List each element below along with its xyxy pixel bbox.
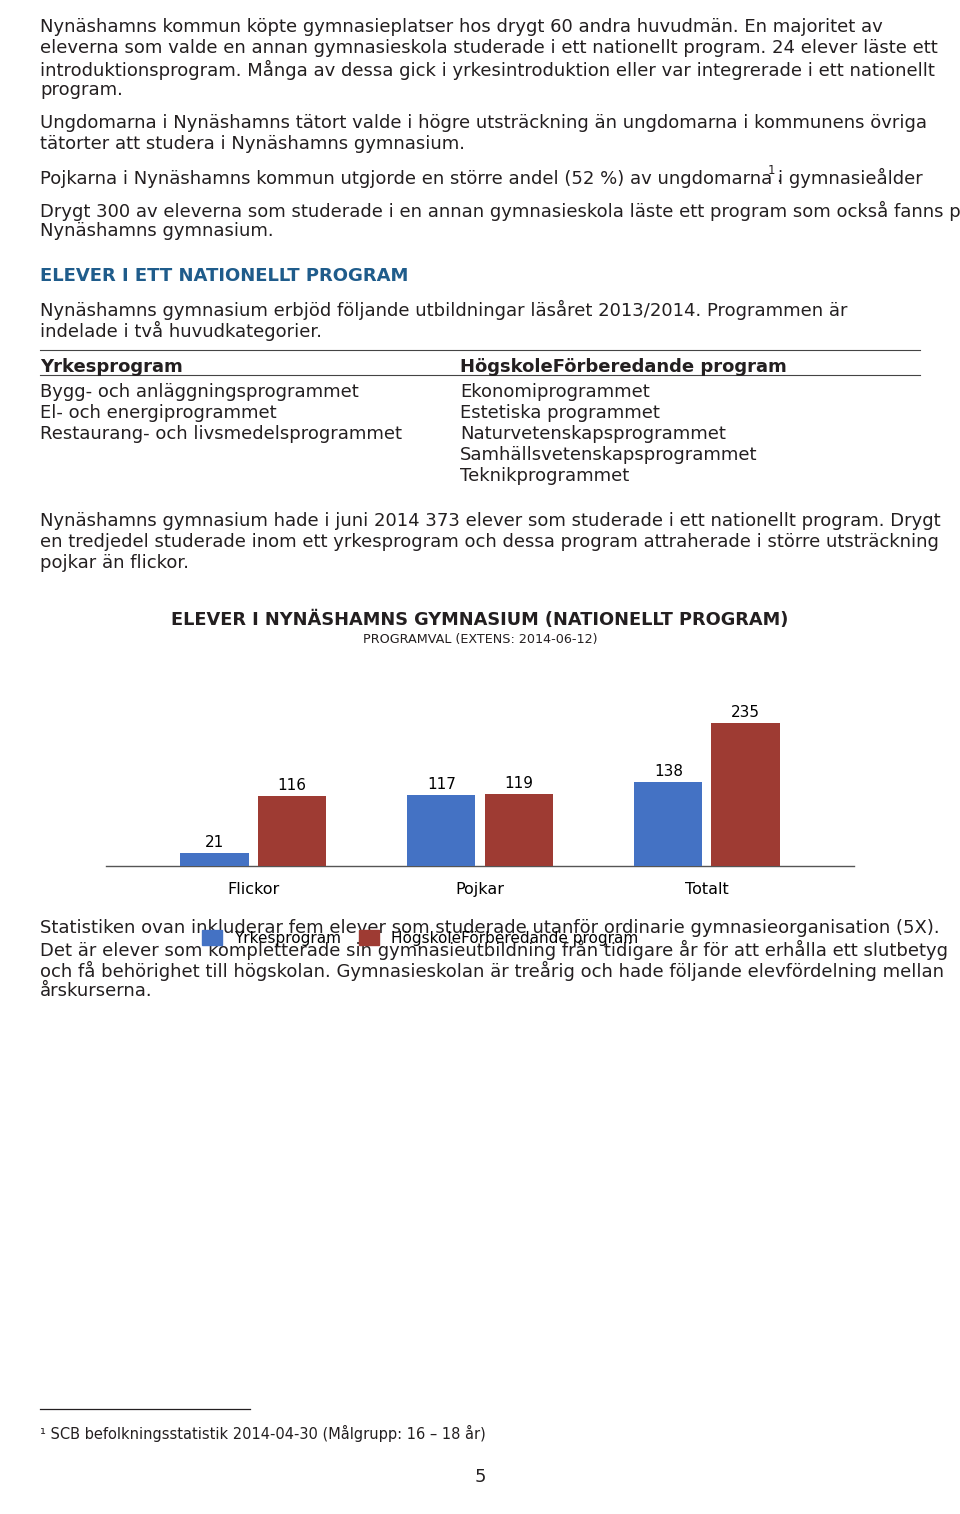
Text: och få behörighet till högskolan. Gymnasieskolan är treårig och hade följande el: och få behörighet till högskolan. Gymnas… [40, 961, 944, 981]
Text: .: . [776, 168, 781, 186]
Text: Estetiska programmet: Estetiska programmet [460, 404, 660, 422]
Bar [407, 795, 475, 866]
Text: program.: program. [40, 82, 123, 98]
Text: pojkar än flickor.: pojkar än flickor. [40, 554, 189, 572]
Text: 117: 117 [427, 777, 456, 792]
Text: 21: 21 [204, 836, 224, 851]
Text: El- och energiprogrammet: El- och energiprogrammet [40, 404, 276, 422]
Text: eleverna som valde en annan gymnasieskola studerade i ett nationellt program. 24: eleverna som valde en annan gymnasieskol… [40, 39, 938, 58]
Legend: Yrkesprogram, HögskoleFörberedande program: Yrkesprogram, HögskoleFörberedande progr… [196, 924, 644, 952]
Text: Yrkesprogram: Yrkesprogram [40, 357, 182, 375]
Text: 5: 5 [474, 1469, 486, 1487]
Text: indelade i två huvudkategorier.: indelade i två huvudkategorier. [40, 321, 322, 341]
Text: Ungdomarna i Nynäshamns tätort valde i högre utsträckning än ungdomarna i kommun: Ungdomarna i Nynäshamns tätort valde i h… [40, 114, 927, 132]
Text: introduktionsprogram. Många av dessa gick i yrkesintroduktion eller var integrer: introduktionsprogram. Många av dessa gic… [40, 61, 935, 80]
Text: Samhällsvetenskapsprogrammet: Samhällsvetenskapsprogrammet [460, 447, 757, 463]
Text: 116: 116 [277, 778, 306, 792]
Text: Teknikprogrammet: Teknikprogrammet [460, 466, 629, 484]
Text: PROGRAMVAL (EXTENS: 2014-06-12): PROGRAMVAL (EXTENS: 2014-06-12) [363, 633, 597, 646]
Text: Nynäshamns gymnasium hade i juni 2014 373 elever som studerade i ett nationellt : Nynäshamns gymnasium hade i juni 2014 37… [40, 512, 941, 530]
Text: 1: 1 [768, 164, 776, 177]
Text: Drygt 300 av eleverna som studerade i en annan gymnasieskola läste ett program s: Drygt 300 av eleverna som studerade i en… [40, 201, 960, 221]
Text: Nynäshamns kommun köpte gymnasieplatser hos drygt 60 andra huvudmän. En majorite: Nynäshamns kommun köpte gymnasieplatser … [40, 18, 883, 36]
Bar [711, 724, 780, 866]
Text: Det är elever som kompletterade sin gymnasieutbildning från tidigare år för att : Det är elever som kompletterade sin gymn… [40, 940, 948, 960]
Text: Ekonomiprogrammet: Ekonomiprogrammet [460, 383, 650, 401]
Text: 119: 119 [504, 775, 533, 790]
Text: 235: 235 [731, 706, 760, 721]
Bar [180, 854, 249, 866]
Text: ELEVER I ETT NATIONELLT PROGRAM: ELEVER I ETT NATIONELLT PROGRAM [40, 266, 408, 285]
Text: Naturvetenskapsprogrammet: Naturvetenskapsprogrammet [460, 425, 726, 444]
Text: Restaurang- och livsmedelsprogrammet: Restaurang- och livsmedelsprogrammet [40, 425, 402, 444]
Text: årskurserna.: årskurserna. [40, 983, 153, 1001]
Bar [257, 795, 325, 866]
Text: tätorter att studera i Nynäshamns gymnasium.: tätorter att studera i Nynäshamns gymnas… [40, 135, 465, 153]
Text: ¹ SCB befolkningsstatistik 2014-04-30 (Målgrupp: 16 – 18 år): ¹ SCB befolkningsstatistik 2014-04-30 (M… [40, 1425, 486, 1441]
Text: en tredjedel studerade inom ett yrkesprogram och dessa program attraherade i stö: en tredjedel studerade inom ett yrkespro… [40, 533, 939, 551]
Text: ELEVER I NYNÄSHAMNS GYMNASIUM (NATIONELLT PROGRAM): ELEVER I NYNÄSHAMNS GYMNASIUM (NATIONELL… [171, 612, 789, 630]
Text: HögskoleFörberedande program: HögskoleFörberedande program [460, 357, 787, 375]
Text: Bygg- och anläggningsprogrammet: Bygg- och anläggningsprogrammet [40, 383, 359, 401]
Bar [635, 783, 703, 866]
Text: 138: 138 [654, 765, 683, 780]
Text: Nynäshamns gymnasium.: Nynäshamns gymnasium. [40, 223, 274, 241]
Bar [485, 793, 553, 866]
Text: Nynäshamns gymnasium erbjöd följande utbildningar läsåret 2013/2014. Programmen : Nynäshamns gymnasium erbjöd följande utb… [40, 300, 848, 319]
Text: Pojkarna i Nynäshamns kommun utgjorde en större andel (52 %) av ungdomarna i gym: Pojkarna i Nynäshamns kommun utgjorde en… [40, 168, 923, 188]
Text: Statistiken ovan inkluderar fem elever som studerade utanför ordinarie gymnasieo: Statistiken ovan inkluderar fem elever s… [40, 919, 940, 937]
